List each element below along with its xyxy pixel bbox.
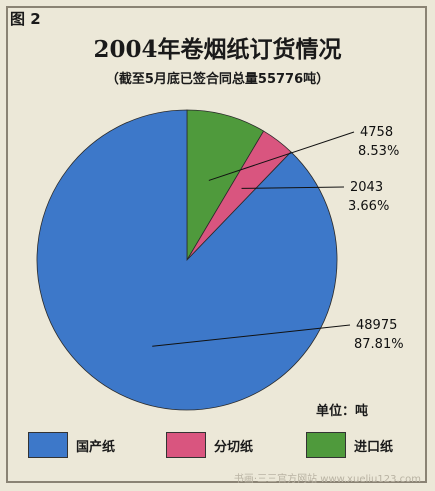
legend-swatch-domestic [28, 432, 68, 458]
figure-frame [6, 6, 427, 483]
pie-slice-domestic [36, 109, 338, 411]
figure-label: 图 2 [10, 10, 41, 28]
data-label-value-domestic: 48975 [356, 318, 397, 333]
data-label-percent-cut: 3.66% [348, 199, 389, 214]
chart-subtitle: （截至5月底已签合同总量55776吨） [105, 72, 330, 87]
data-label-percent-domestic: 87.81% [354, 337, 404, 352]
watermark: 书画·三三官方网站 www.xueliu123.com [233, 474, 421, 485]
data-label-percent-imported: 8.53% [358, 144, 399, 159]
leader-line-cut [241, 186, 345, 189]
leader-line-domestic [152, 324, 351, 347]
data-label-value-imported: 4758 [360, 125, 393, 140]
chart-title: 2004年卷烟纸订货情况 [93, 36, 342, 63]
legend-label-domestic: 国产纸 [76, 439, 116, 455]
legend-item-domestic: 国产纸 [28, 432, 115, 458]
legend-swatch-imported [306, 432, 346, 458]
legend-item-cut: 分切纸 [166, 432, 253, 458]
data-labels: 4758 8.53% 2043 3.66% 48975 87.81% [348, 125, 404, 352]
legend-swatch-cut [166, 432, 206, 458]
legend-item-imported: 进口纸 [306, 432, 393, 458]
legend-label-imported: 进口纸 [354, 439, 394, 455]
unit-label: 单位：吨 [316, 404, 369, 419]
label-leader-lines [152, 131, 355, 347]
data-label-value-cut: 2043 [350, 180, 383, 195]
pie-slices [36, 109, 338, 411]
leader-line-imported [208, 131, 355, 181]
legend-label-cut: 分切纸 [214, 439, 254, 455]
